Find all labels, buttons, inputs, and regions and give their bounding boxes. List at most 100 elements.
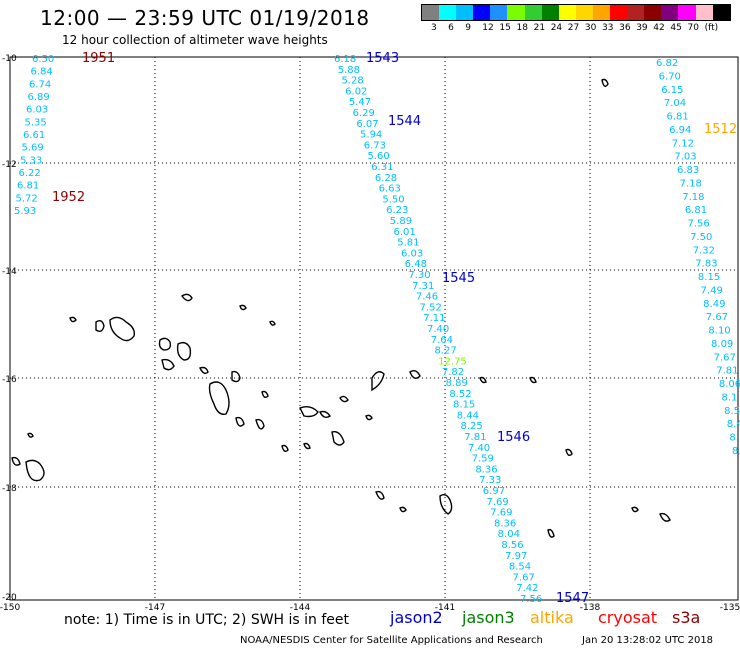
color-legend: 3 6 9 12 15 18 21 24 27 30 33 36 39 42 45 70 (ft) [421,4,731,35]
island [25,459,45,482]
swh-value: 5.35 [25,117,47,128]
swh-value: 6.01 [394,227,416,238]
generation-timestamp: Jan 20 13:28:02 UTC 2018 [582,635,714,646]
swh-value: 5.88 [338,65,360,76]
island [439,493,453,515]
swh-value: 6.73 [364,140,386,151]
legend-swatch [507,5,525,20]
swh-value: 6.97 [483,486,505,497]
swh-value: 5.33 [20,155,42,166]
lon-label: -141 [435,603,455,613]
swh-value: 8.06 [719,379,740,390]
swh-value: 8.36 [494,518,516,529]
lon-label: -135 [720,603,740,613]
swh-value: 7.67 [706,312,728,323]
legend-swatch [644,5,662,20]
legend-label: 6 [448,23,454,33]
island [529,376,537,384]
lat-label: -18 [2,484,17,494]
island [231,370,241,383]
swh-value: 6.28 [375,173,397,184]
island [27,432,34,438]
legend-swatch [678,5,696,20]
swh-value: 8.54 [509,562,531,573]
swh-value: 5.50 [382,194,404,205]
swh-value: 7.40 [468,443,490,454]
island [299,405,319,418]
legend-label: 70 [687,23,699,33]
island [375,490,385,500]
island [161,358,175,371]
island-outlines [11,78,671,538]
swh-value: 7.81 [716,366,738,377]
legend-label: (ft) [704,23,719,33]
island [269,320,276,326]
swh-value: 7.12 [672,138,694,149]
swh-value: 8.36 [475,464,497,475]
swh-value: 7.97 [505,551,527,562]
swh-value: 6.81 [17,181,39,192]
credit-line: NOAA/NESDIS Center for Satellite Applica… [240,635,543,646]
island [319,410,331,419]
island [11,456,21,466]
swh-value: 7.32 [693,245,715,256]
swh-value: 8.15 [698,272,720,283]
lat-label: -12 [2,160,17,170]
swh-value: 7.18 [680,178,702,189]
swh-value: 6.18 [334,54,356,65]
legend-label: 36 [619,23,631,33]
swh-value: 6.22 [19,168,41,179]
satellite-name: jason2 [390,608,443,627]
swh-value: 7.11 [423,313,445,324]
legend-swatch [592,5,611,20]
swh-value: 8.04 [498,529,520,540]
swh-value: 7.18 [682,192,704,203]
swh-value: 7.42 [516,583,538,594]
swh-value: 8.09 [711,339,733,350]
island [109,316,136,342]
swh-value: 5.93 [14,206,36,217]
swh-value: 5.72 [16,193,38,204]
swh-value: 8.27 [434,346,456,357]
legend-label: 39 [636,23,648,33]
swh-value: 7.56 [687,219,709,230]
legend-label: 27 [567,23,580,33]
lon-label: -147 [145,603,165,613]
lat-label: -16 [2,375,17,385]
island [303,442,311,450]
swh-value: 5.94 [360,130,382,141]
island [339,395,349,403]
swh-value: 5.69 [22,143,44,154]
island [399,506,407,513]
pass-labels: 1951 1952 1543 1544 1545 1546 1547 1512 [52,51,737,606]
swh-value: 7.04 [664,98,686,109]
pass-number: 1543 [366,51,399,66]
legend-label: 45 [670,23,682,33]
swh-value: 7.64 [431,335,453,346]
legend-swatch [610,5,628,20]
swh-value: 8.15 [453,400,475,411]
swh-value: 12.75 [438,356,467,367]
island [235,416,245,427]
swh-value: 7.67 [714,352,736,363]
legend-label: 33 [602,23,614,33]
map-frame [9,56,739,601]
swh-value: 7.69 [490,508,512,519]
legend-swatch [558,5,576,20]
swh-value: 6.31 [371,162,393,173]
legend-swatch [541,5,559,20]
swh-value: 7.31 [412,281,434,292]
island [365,414,373,421]
island [255,418,265,430]
legend-swatch [422,5,440,20]
satellite-name: cryosat [598,608,658,627]
swh-value: 6.23 [386,205,408,216]
legend-swatch [490,5,508,20]
island [239,304,247,311]
swh-value: 5.89 [390,216,412,227]
legend-swatch [661,5,679,20]
swh-value: 5.81 [397,238,419,249]
swh-value: 6.83 [677,165,699,176]
swh-value: 8.52 [449,389,471,400]
